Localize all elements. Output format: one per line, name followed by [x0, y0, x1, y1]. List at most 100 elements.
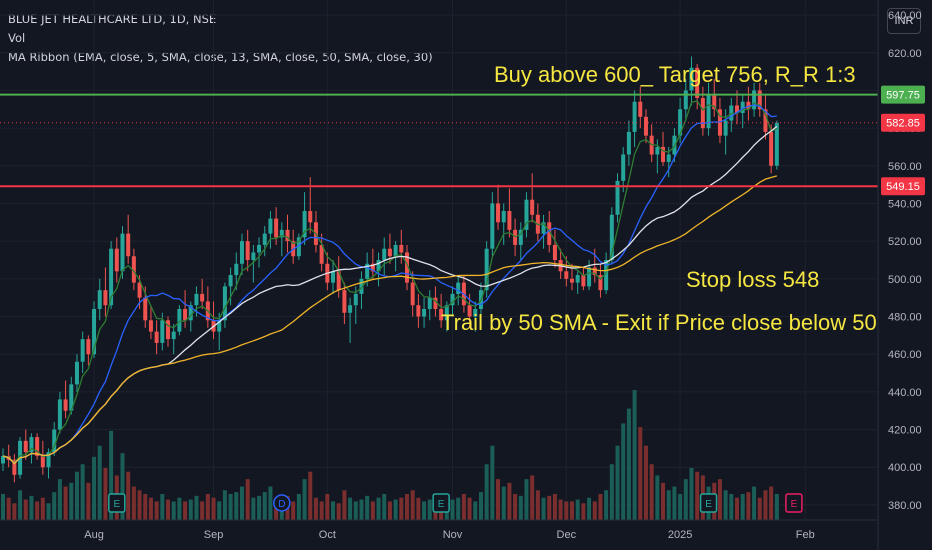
volume-bar — [92, 456, 97, 520]
price-tick-label: 620.00 — [888, 48, 922, 60]
volume-bar — [234, 492, 239, 520]
candle-body — [615, 180, 620, 215]
candle-body — [404, 252, 409, 283]
candle-body — [552, 244, 557, 260]
candle-body — [308, 211, 313, 223]
candle-body — [23, 440, 28, 453]
candle-body — [427, 297, 432, 309]
candle-body — [473, 308, 478, 317]
volume-indicator-label[interactable]: Vol — [8, 31, 26, 45]
candle-body — [456, 282, 461, 294]
sma50-line — [2, 175, 778, 465]
price-label-text: 582.85 — [886, 118, 920, 130]
volume-bar — [393, 499, 398, 520]
volume-bar — [456, 497, 461, 520]
sma13-line — [2, 104, 777, 465]
volume-bar — [200, 501, 205, 520]
volume-bar — [342, 490, 347, 520]
candle-body — [621, 154, 626, 181]
candle-body — [35, 437, 40, 456]
volume-bar — [18, 490, 23, 520]
volume-bar — [609, 464, 614, 520]
candle-body — [200, 293, 205, 302]
volume-bar — [683, 479, 688, 520]
ma-ribbon-indicator-label[interactable]: MA Ribbon (EMA, close, 5, SMA, close, 13… — [8, 50, 433, 64]
candle-body — [69, 384, 74, 411]
volume-bar — [251, 497, 256, 520]
volume-bar — [501, 486, 506, 520]
candle-body — [712, 94, 717, 110]
volume-bar — [302, 479, 307, 520]
candle-body — [581, 275, 586, 287]
candle-body — [319, 244, 324, 264]
candle-body — [234, 263, 239, 276]
volume-bar — [547, 495, 552, 520]
candle-body — [655, 146, 660, 155]
candle-body — [109, 248, 114, 306]
candle-body — [484, 248, 489, 291]
volume-bar — [348, 497, 353, 520]
candle-body — [353, 293, 358, 306]
candle-body — [570, 278, 574, 283]
volume-bar — [757, 497, 762, 520]
volume-bar — [171, 501, 176, 520]
volume-bar — [313, 497, 318, 520]
candle-body — [177, 308, 182, 332]
volume-bar — [6, 497, 11, 520]
volume-bar — [63, 486, 68, 520]
stop-loss-annotation: Stop loss 548 — [686, 267, 820, 292]
dividend-marker — [273, 494, 291, 512]
candle-body — [217, 320, 222, 332]
candle-body — [399, 244, 404, 253]
candle-body — [393, 244, 398, 257]
currency-button[interactable]: INR — [887, 8, 921, 34]
candle-body — [439, 308, 444, 321]
candle-body — [467, 305, 472, 317]
volume-bar — [558, 499, 563, 520]
candle-body — [331, 271, 336, 283]
price-tick-label: 460.00 — [888, 349, 922, 361]
price-tick-label: 520.00 — [888, 236, 922, 248]
price-tick-label: 420.00 — [888, 425, 922, 437]
event-marker-label: E — [438, 499, 445, 510]
volume-bar — [410, 490, 415, 520]
volume-bar — [473, 501, 478, 520]
volume-bar — [496, 479, 501, 520]
candle-body — [114, 248, 119, 272]
candle-body — [40, 455, 45, 468]
candle-body — [160, 320, 165, 343]
volume-bar — [86, 482, 91, 520]
volume-bar — [552, 494, 557, 520]
volume-bar — [774, 494, 779, 520]
volume-bar — [211, 497, 216, 520]
volume-bar — [643, 445, 648, 520]
volume-bar — [376, 497, 381, 520]
candle-body — [285, 229, 290, 242]
candle-body — [496, 203, 501, 223]
volume-bar — [461, 494, 466, 520]
candle-body — [490, 203, 495, 249]
candle-body — [120, 233, 125, 272]
time-tick-label: Oct — [319, 529, 336, 541]
candle-body — [126, 233, 131, 257]
candle-body — [416, 305, 421, 317]
candle-body — [365, 263, 370, 279]
volume-bar — [513, 494, 518, 520]
volume-bar — [137, 490, 142, 520]
volume-bar — [746, 492, 751, 520]
volume-bar — [228, 494, 233, 520]
volume-bar — [268, 486, 273, 520]
volume-bar — [29, 495, 34, 520]
candle-body — [92, 308, 97, 355]
volume-bar — [35, 501, 40, 520]
candle-body — [257, 244, 262, 253]
event-marker-label: E — [791, 499, 798, 510]
candle-body — [239, 241, 244, 264]
volume-bar — [427, 499, 432, 520]
candle-body — [80, 339, 85, 362]
time-tick-label: Aug — [84, 529, 104, 541]
candle-body — [410, 282, 415, 306]
candle-body — [564, 271, 569, 279]
